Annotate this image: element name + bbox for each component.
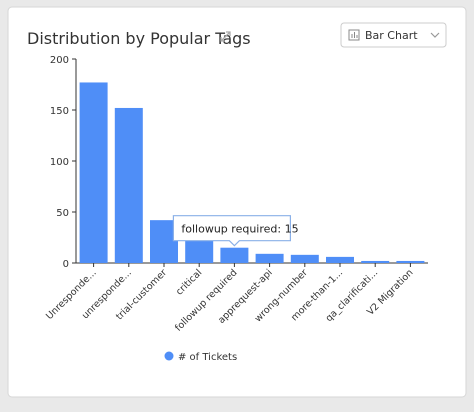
tooltip-category: followup required — [181, 223, 277, 236]
dropdown-label: Bar Chart — [365, 29, 418, 42]
legend-label: # of Tickets — [178, 352, 237, 363]
bar — [396, 260, 425, 263]
bar — [79, 82, 108, 264]
chart-type-dropdown[interactable]: Bar Chart — [340, 22, 447, 48]
chart-title: Distribution by Popular Tags — [27, 29, 251, 48]
bar — [220, 247, 249, 263]
y-tick-label: 100 — [50, 157, 69, 168]
bar — [326, 256, 354, 263]
bar — [114, 107, 143, 264]
bar — [361, 260, 390, 263]
expand-icon[interactable] — [220, 31, 231, 42]
y-tick-label: 50 — [56, 208, 69, 219]
tooltip-value: 15 — [285, 223, 299, 236]
bar — [255, 253, 284, 263]
tooltip-text: followup required: 15 — [181, 223, 298, 236]
bar — [290, 254, 319, 263]
tooltip-box — [172, 215, 291, 247]
y-tick-label: 150 — [50, 106, 69, 117]
y-tick-label: 200 — [50, 55, 69, 66]
y-tick-label: 0 — [63, 259, 69, 270]
legend-marker — [164, 351, 174, 361]
tooltip-sep: : — [277, 223, 284, 236]
card — [7, 6, 467, 398]
tooltip: followup required: 15 — [172, 215, 299, 247]
